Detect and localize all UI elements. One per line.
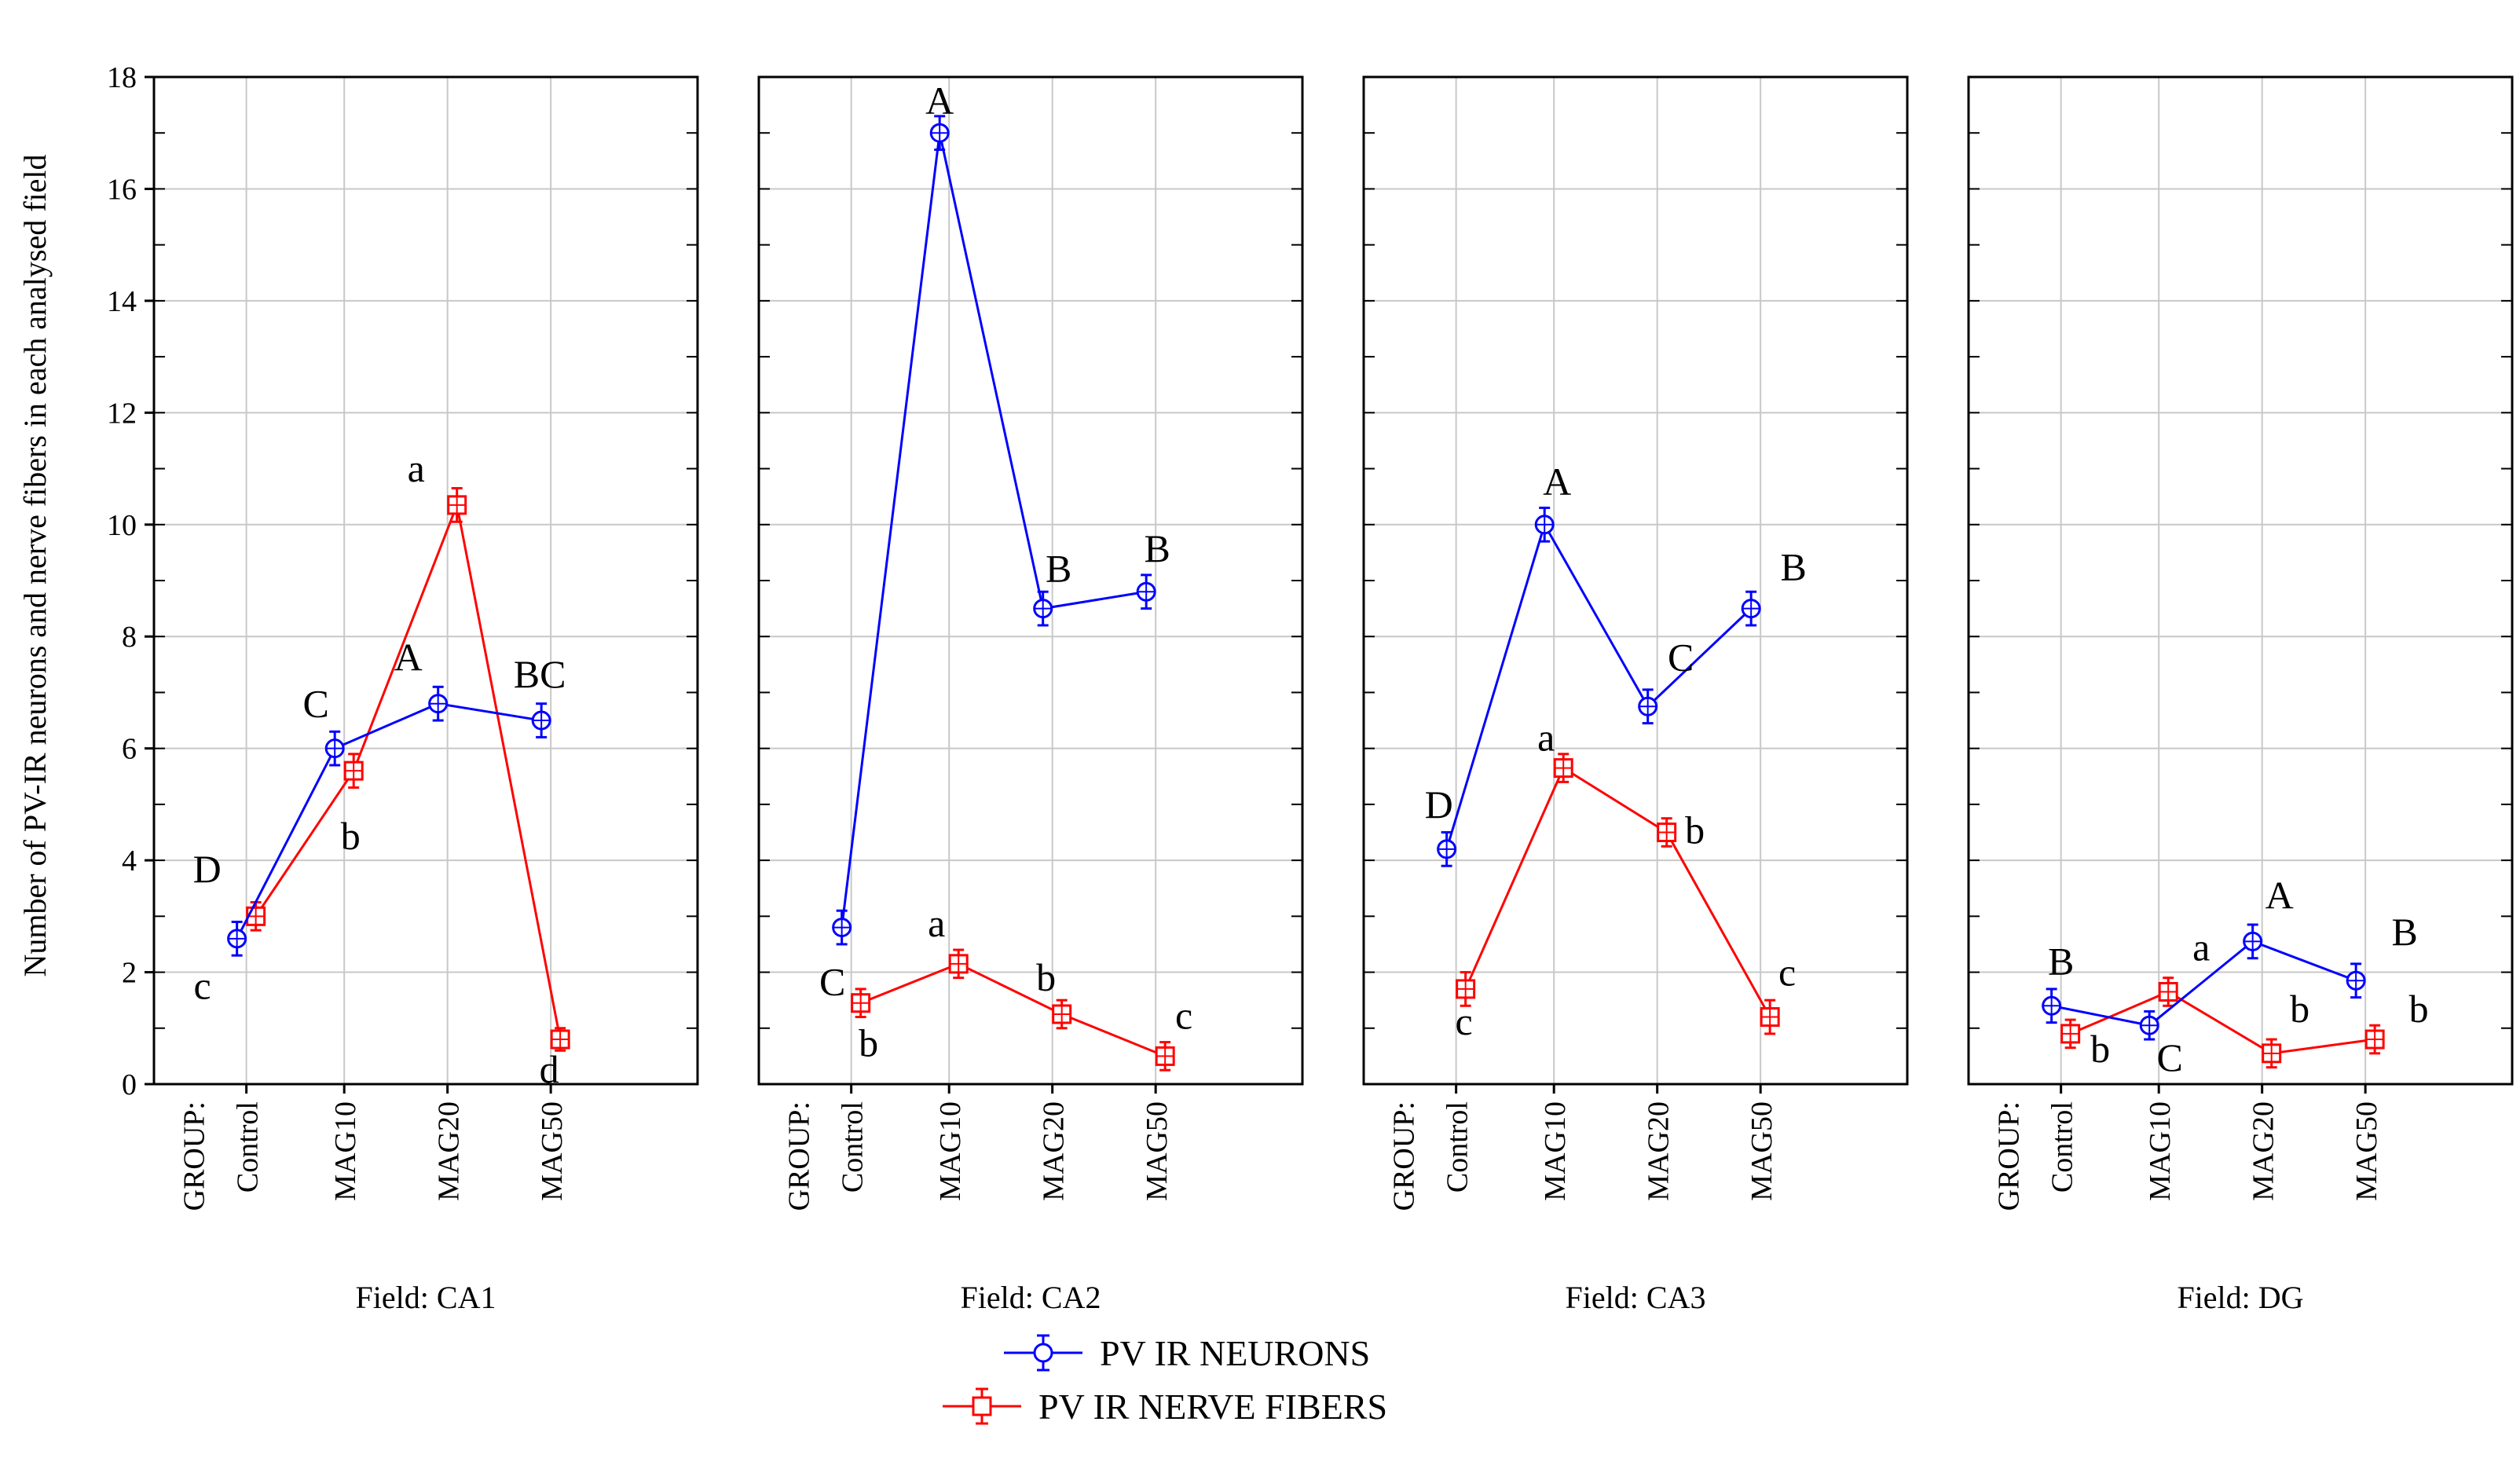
neurons-significance-letter: A xyxy=(2265,873,2294,917)
fibers-significance-letter: a xyxy=(1537,716,1555,760)
x-tick-label: Control xyxy=(837,1101,870,1193)
y-tick-label: 16 xyxy=(107,173,137,206)
neurons-significance-letter: B xyxy=(1780,545,1806,589)
neurons-significance-letter: B xyxy=(2048,939,2074,983)
neurons-significance-letter: D xyxy=(193,847,222,891)
x-tick-label: MAG10 xyxy=(329,1101,362,1201)
fibers-series-line xyxy=(2070,990,2375,1055)
fibers-significance-letter: c xyxy=(1778,951,1796,995)
fibers-significance-letter: b xyxy=(859,1021,878,1065)
panel-2: Control MAG10 MAG20 MAG50 GROUP: Field: CA3 c a… xyxy=(1362,75,1909,1315)
x-tick-label: MAG20 xyxy=(1038,1101,1071,1201)
field-label: Field: DG xyxy=(2177,1280,2303,1315)
x-tick-label: MAG50 xyxy=(2350,1101,2383,1201)
fibers-significance-letter: c xyxy=(1456,999,1473,1043)
group-label: GROUP: xyxy=(1388,1101,1421,1211)
y-tick-label: 12 xyxy=(107,397,137,430)
y-tick-label: 10 xyxy=(107,509,137,542)
panel-0: Control MAG10 MAG20 MAG50 GROUP: Field: CA1 c b… xyxy=(152,75,699,1315)
fibers-significance-letter: b xyxy=(2409,987,2429,1031)
x-tick-label: MAG50 xyxy=(1745,1101,1778,1201)
neurons-significance-letter: C xyxy=(819,960,845,1004)
y-tick-label: 18 xyxy=(107,61,137,94)
fibers-significance-letter: b xyxy=(2290,987,2309,1031)
panel-frame xyxy=(757,75,1304,1086)
neurons-series-line xyxy=(841,132,1147,928)
x-tick-label: Control xyxy=(232,1101,265,1193)
fibers-significance-letter: b xyxy=(341,814,361,858)
fibers-significance-letter: b xyxy=(1036,955,1056,999)
group-label: GROUP: xyxy=(178,1101,211,1211)
legend: PV IR NEURONS PV IR NERVE FIBERS xyxy=(943,1333,1387,1427)
panels-layer: Control MAG10 MAG20 MAG50 GROUP: Field: CA1 c b… xyxy=(152,75,2514,1315)
group-label: GROUP: xyxy=(783,1101,816,1211)
fibers-series-line xyxy=(1464,766,1771,1018)
field-label: Field: CA3 xyxy=(1566,1280,1706,1315)
neurons-significance-letter: C xyxy=(1668,635,1694,679)
neurons-series-line xyxy=(236,702,542,940)
legend-label: PV IR NERVE FIBERS xyxy=(1038,1387,1387,1427)
y-tick-label: 0 xyxy=(122,1068,137,1101)
y-axis: 0 2 4 6 8 10 12 14 16 18 xyxy=(107,61,154,1101)
y-tick-label: 4 xyxy=(122,845,137,878)
field-label: Field: CA2 xyxy=(961,1280,1101,1315)
neurons-significance-letter: A xyxy=(1543,460,1571,504)
legend-marker-neurons xyxy=(1033,1343,1053,1363)
y-axis-title: Number of PV-IR neurons and nerve fibers… xyxy=(17,154,53,976)
panel-frame xyxy=(152,75,699,1086)
x-tick-label: MAG20 xyxy=(433,1101,466,1201)
neurons-significance-letter: A xyxy=(925,79,954,123)
fibers-significance-letter: c xyxy=(194,963,211,1007)
panel-frame xyxy=(1967,75,2514,1086)
x-tick-label: MAG50 xyxy=(536,1101,569,1201)
panel-1: Control MAG10 MAG20 MAG50 GROUP: Field: CA2 b a… xyxy=(757,75,1304,1315)
x-tick-label: MAG10 xyxy=(934,1101,967,1201)
neurons-series-line xyxy=(1445,521,1753,850)
field-label: Field: CA1 xyxy=(356,1280,496,1315)
x-tick-label: MAG50 xyxy=(1141,1101,1174,1201)
fibers-significance-letter: a xyxy=(408,446,425,490)
neurons-significance-letter: B xyxy=(1144,526,1170,570)
fibers-significance-letter: b xyxy=(1685,808,1705,852)
neurons-significance-letter: B xyxy=(2391,910,2417,954)
y-tick-label: 6 xyxy=(122,733,137,766)
x-tick-label: MAG10 xyxy=(2144,1101,2177,1201)
neurons-significance-letter: C xyxy=(303,682,329,726)
panel-frame xyxy=(1362,75,1909,1086)
fibers-series-line xyxy=(255,500,562,1040)
neurons-series-line xyxy=(2051,940,2357,1027)
neurons-significance-letter: C xyxy=(2157,1035,2183,1079)
legend-marker-fibers xyxy=(972,1396,992,1416)
neurons-significance-letter: D xyxy=(1425,782,1453,826)
x-tick-label: MAG10 xyxy=(1539,1101,1572,1201)
neurons-significance-letter: BC xyxy=(514,652,566,696)
fibers-series-line xyxy=(860,962,1166,1057)
group-label: GROUP: xyxy=(1993,1101,2026,1211)
panel-3: Control MAG10 MAG20 MAG50 GROUP: Field: DG b a b… xyxy=(1967,75,2514,1315)
fibers-significance-letter: d xyxy=(540,1047,559,1091)
y-tick-label: 8 xyxy=(122,621,137,654)
neurons-significance-letter: B xyxy=(1046,547,1071,591)
legend-label: PV IR NEURONS xyxy=(1100,1333,1370,1373)
fibers-significance-letter: b xyxy=(2090,1027,2110,1071)
fibers-significance-letter: a xyxy=(928,901,945,945)
x-tick-label: Control xyxy=(2046,1101,2079,1193)
y-tick-label: 14 xyxy=(107,285,137,318)
x-tick-label: MAG20 xyxy=(1643,1101,1676,1201)
fibers-significance-letter: c xyxy=(1175,993,1192,1037)
y-tick-label: 2 xyxy=(122,957,137,990)
neurons-significance-letter: A xyxy=(394,636,423,680)
fibers-significance-letter: a xyxy=(2192,925,2210,969)
x-tick-label: Control xyxy=(1441,1101,1474,1193)
x-tick-label: MAG20 xyxy=(2247,1101,2280,1201)
